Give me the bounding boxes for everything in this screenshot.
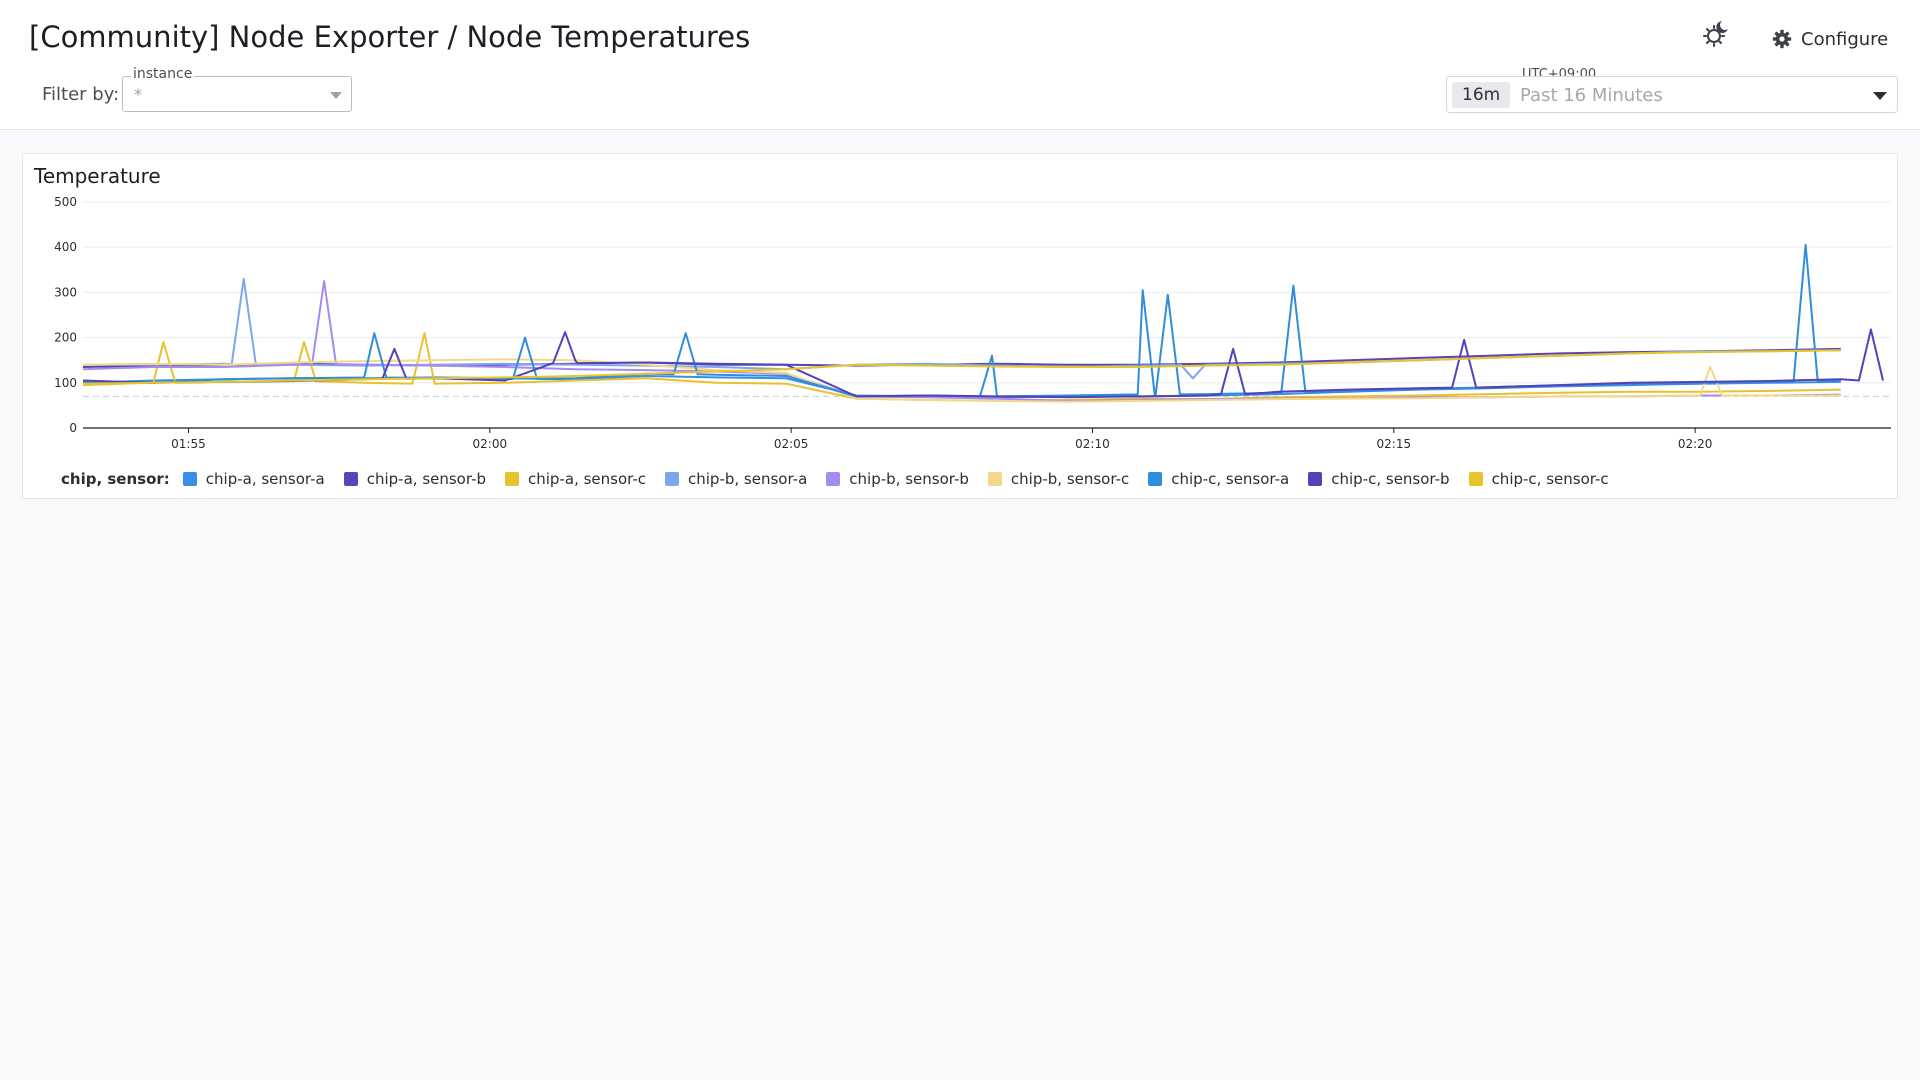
- gear-icon: [1772, 29, 1792, 49]
- temperature-panel: Temperature 0 100 200 300 400 500 01:55 02:00 02…: [22, 153, 1898, 499]
- instance-filter-label: instance: [131, 66, 195, 82]
- legend-label: chip-a, sensor-c: [528, 470, 647, 488]
- legend-label: chip-c, sensor-a: [1171, 470, 1290, 488]
- series-line-8: [82, 328, 1884, 399]
- legend-title: chip, sensor:: [61, 470, 170, 488]
- legend-item[interactable]: chip-b, sensor-c: [987, 470, 1130, 488]
- legend-label: chip-a, sensor-a: [205, 470, 325, 488]
- x-tick-label: 02:00: [473, 437, 508, 451]
- y-tick-label: 400: [54, 240, 77, 254]
- legend-item[interactable]: chip-c, sensor-c: [1468, 470, 1609, 488]
- dashboard-header: [Community] Node Exporter / Node Tempera…: [0, 0, 1920, 130]
- y-tick-label: 100: [54, 376, 77, 390]
- chart-legend: chip, sensor: chip-a, sensor-a chip-a, se…: [61, 470, 1628, 488]
- legend-swatch: [1148, 472, 1163, 486]
- legend-label: chip-c, sensor-b: [1331, 470, 1450, 488]
- legend-swatch: [826, 472, 841, 486]
- time-range-picker[interactable]: 16m Past 16 Minutes: [1446, 76, 1898, 113]
- legend-item[interactable]: chip-a, sensor-a: [182, 470, 325, 488]
- legend-item[interactable]: chip-b, sensor-b: [826, 470, 969, 488]
- temperature-chart: 0 100 200 300 400 500 01:55 02:00 02:05 02:10 02:1…: [54, 195, 1891, 451]
- legend-swatch: [343, 472, 358, 486]
- configure-button[interactable]: Configure: [1772, 24, 1888, 54]
- legend-label: chip-b, sensor-a: [688, 470, 808, 488]
- y-tick-label: 500: [54, 195, 77, 209]
- y-tick-label: 200: [54, 331, 77, 345]
- legend-swatch: [665, 472, 680, 486]
- instance-filter-value: *: [134, 85, 142, 104]
- legend-item[interactable]: chip-b, sensor-a: [665, 470, 807, 488]
- y-tick-label: 300: [54, 285, 77, 299]
- x-tick-label: 02:15: [1377, 437, 1412, 451]
- series-line-6: [82, 358, 1841, 403]
- panel-title: Temperature: [34, 164, 161, 188]
- legend-label: chip-b, sensor-c: [1010, 470, 1130, 488]
- time-range-text: Past 16 Minutes: [1520, 85, 1663, 106]
- sun-moon-icon: [1703, 21, 1728, 47]
- page-title: [Community] Node Exporter / Node Tempera…: [29, 20, 751, 54]
- x-tick-label: 02:05: [774, 437, 809, 451]
- legend-label: chip-b, sensor-b: [849, 470, 969, 488]
- legend-swatch: [182, 472, 197, 486]
- legend-item[interactable]: chip-c, sensor-a: [1148, 470, 1289, 488]
- x-tick-label: 01:55: [171, 437, 206, 451]
- time-range-chip: 16m: [1452, 82, 1511, 108]
- legend-swatch: [987, 472, 1002, 486]
- legend-item[interactable]: chip-a, sensor-c: [505, 470, 646, 488]
- legend-swatch: [1468, 472, 1483, 486]
- legend-item[interactable]: chip-c, sensor-b: [1308, 470, 1450, 488]
- theme-toggle-button[interactable]: [1700, 18, 1732, 50]
- series-line-7: [82, 243, 1841, 398]
- legend-swatch: [505, 472, 520, 486]
- filter-label: Filter by:: [42, 84, 120, 105]
- legend-item[interactable]: chip-a, sensor-b: [343, 470, 487, 488]
- series-line-9: [82, 349, 1841, 385]
- x-tick-label: 02:20: [1678, 437, 1713, 451]
- configure-label: Configure: [1801, 28, 1889, 50]
- chevron-down-icon: [330, 92, 342, 99]
- y-tick-label: 0: [69, 421, 77, 435]
- instance-filter-select[interactable]: instance *: [122, 66, 352, 112]
- legend-label: chip-a, sensor-b: [366, 470, 487, 488]
- legend-label: chip-c, sensor-c: [1491, 470, 1609, 488]
- chevron-down-icon: [1873, 92, 1887, 100]
- legend-swatch: [1308, 472, 1323, 486]
- x-tick-label: 02:10: [1075, 437, 1110, 451]
